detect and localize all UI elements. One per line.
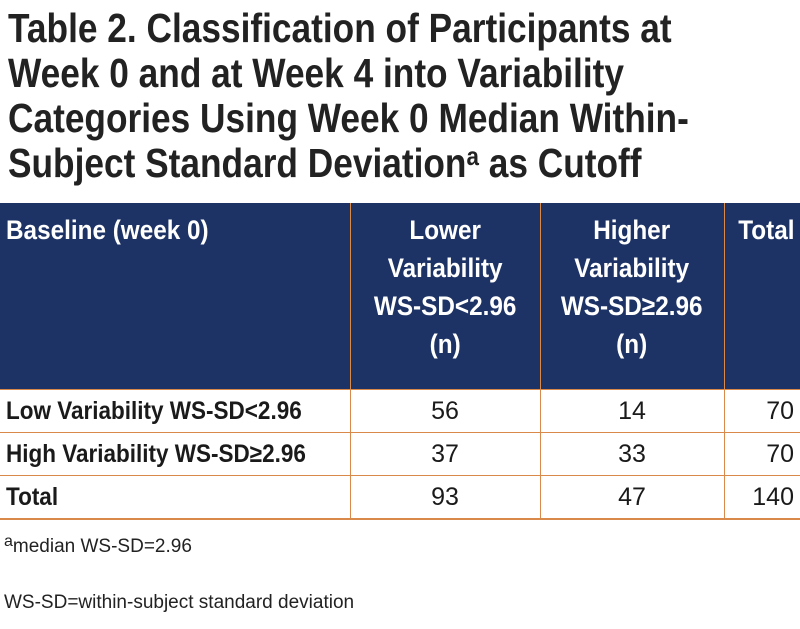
cell-higher: 33: [539, 431, 724, 475]
title-line-4-main: Subject Standard Deviation: [8, 140, 467, 186]
header-higher-line-2: Variability: [574, 253, 690, 283]
title-line-3: Categories Using Week 0 Median Within-: [8, 95, 689, 141]
header-lower-line-1: Lower: [409, 215, 481, 245]
header-lower-line-2: Variability: [387, 253, 503, 283]
header-lower-line-3: WS-SD<2.96: [373, 291, 517, 321]
cell-total: 70: [723, 388, 800, 432]
footnote-a-marker: a: [4, 533, 13, 550]
title-line-2: Week 0 and at Week 4 into Variability: [8, 50, 624, 96]
header-total: Total: [723, 203, 800, 389]
table-row-low-variability: Low Variability WS-SD<2.96 56 14 70: [0, 388, 800, 432]
table-row-total: Total 93 47 140: [0, 474, 800, 520]
row-label: High Variability WS-SD≥2.96: [0, 431, 350, 475]
header-lower-line-4: (n): [429, 329, 461, 359]
cell-total: 70: [723, 431, 800, 475]
header-higher-variability: Higher Variability WS-SD≥2.96 (n): [539, 203, 724, 389]
cell-lower: 93: [349, 474, 540, 520]
header-higher-line-4: (n): [616, 329, 648, 359]
header-higher-line-3: WS-SD≥2.96: [561, 291, 703, 321]
table-title: Table 2. Classification of Participants …: [8, 5, 689, 186]
footnote-a: amedian WS-SD=2.96: [4, 533, 192, 558]
cell-lower: 37: [349, 431, 540, 475]
cell-lower: 56: [349, 388, 540, 432]
header-baseline: Baseline (week 0): [0, 203, 350, 389]
title-line-1: Table 2. Classification of Participants …: [8, 5, 672, 51]
header-higher-line-1: Higher: [593, 215, 671, 245]
header-row: Baseline (week 0) Lower Variability WS-S…: [0, 203, 800, 389]
cell-total: 140: [723, 474, 800, 520]
header-lower-variability: Lower Variability WS-SD<2.96 (n): [349, 203, 540, 389]
footnote-a-text: median WS-SD=2.96: [12, 536, 192, 557]
title-footnote-marker: a: [466, 141, 479, 171]
row-label: Low Variability WS-SD<2.96: [0, 388, 350, 432]
footnote-abbreviation: WS-SD=within-subject standard deviation: [4, 592, 355, 613]
row-label: Total: [0, 474, 350, 520]
title-line-4-end: as Cutoff: [478, 140, 642, 186]
table-row-high-variability: High Variability WS-SD≥2.96 37 33 70: [0, 431, 800, 475]
title-line-4: Subject Standard Deviationa as Cutoff: [8, 141, 684, 186]
cell-higher: 47: [539, 474, 724, 520]
classification-table: Baseline (week 0) Lower Variability WS-S…: [0, 203, 800, 520]
cell-higher: 14: [539, 388, 724, 432]
